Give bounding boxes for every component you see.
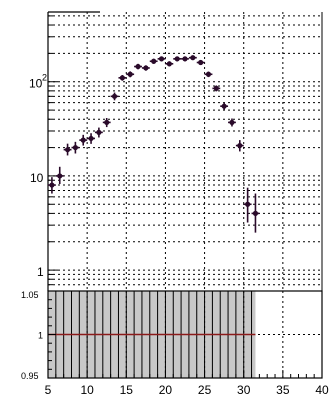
data-point — [188, 55, 197, 61]
data-point — [126, 71, 135, 78]
data-point — [94, 127, 103, 138]
data-point — [141, 65, 150, 71]
data-marker — [135, 63, 141, 70]
data-point — [102, 118, 111, 128]
data-marker — [174, 56, 180, 62]
data-point — [251, 193, 260, 233]
data-point — [204, 71, 213, 78]
data-marker — [166, 61, 172, 67]
data-marker — [57, 173, 63, 179]
data-point — [157, 56, 166, 62]
main-y-tick-label: 1 — [37, 265, 44, 279]
data-marker — [229, 119, 235, 126]
data-point — [79, 134, 88, 146]
x-tick-label: 10 — [80, 383, 94, 397]
data-point — [48, 177, 56, 194]
ratio-y-tick-label: 1 — [38, 331, 43, 341]
ratio-y-tick-label: 1.05 — [21, 290, 39, 300]
data-point — [87, 133, 95, 144]
data-marker — [213, 85, 219, 91]
data-marker — [111, 93, 118, 99]
ratio-y-tick-label: 0.95 — [21, 371, 39, 381]
data-marker — [237, 142, 243, 149]
x-tick-label: 40 — [315, 383, 329, 397]
data-point — [228, 118, 236, 127]
data-point — [118, 75, 127, 81]
data-marker — [198, 59, 204, 66]
data-marker — [190, 55, 196, 61]
x-tick-label: 15 — [120, 383, 134, 397]
data-marker — [49, 182, 55, 188]
data-point — [55, 166, 64, 185]
data-point — [212, 85, 221, 92]
data-marker — [252, 210, 259, 216]
data-marker — [151, 58, 157, 64]
data-marker — [96, 129, 102, 135]
data-marker — [205, 71, 212, 77]
main-y-tick-label: 10 — [30, 171, 44, 185]
data-marker — [72, 144, 78, 151]
data-point — [71, 141, 80, 154]
data-marker — [182, 56, 188, 62]
data-point — [220, 102, 229, 110]
data-marker — [221, 103, 227, 109]
data-marker — [104, 119, 110, 126]
data-marker — [88, 135, 94, 142]
data-point — [110, 92, 119, 101]
data-point — [63, 143, 72, 156]
x-tick-label: 30 — [237, 383, 251, 397]
data-marker — [80, 137, 86, 143]
ratio-panel: 0.95 1 1.05 5 10 15 20 25 30 35 40 — [21, 290, 329, 397]
data-marker — [119, 75, 125, 81]
x-tick-label: 5 — [45, 383, 52, 397]
data-point — [235, 140, 244, 152]
data-marker — [143, 65, 149, 71]
data-point — [173, 56, 182, 62]
data-point — [243, 187, 252, 223]
main-y-tick-label: 10 — [29, 77, 43, 91]
data-point — [134, 63, 142, 70]
data-marker — [127, 71, 133, 77]
data-marker — [64, 147, 71, 153]
x-tick-label: 35 — [276, 383, 290, 397]
main-y-tick-exponent: 2 — [42, 73, 47, 83]
data-point — [196, 59, 205, 66]
data-marker — [245, 201, 251, 207]
data-point — [165, 61, 174, 67]
x-tick-label: 20 — [159, 383, 173, 397]
data-point — [181, 56, 189, 62]
data-marker — [158, 56, 165, 62]
data-point — [149, 58, 158, 64]
x-tick-label: 25 — [198, 383, 212, 397]
